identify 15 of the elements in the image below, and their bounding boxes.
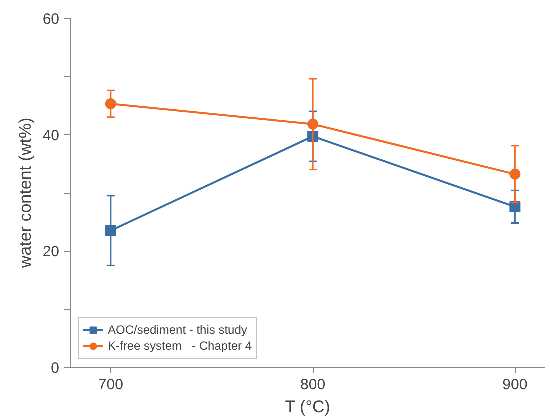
x-tick-label: 800 bbox=[300, 376, 326, 394]
y-tick-label: 60 bbox=[42, 11, 60, 28]
legend-label: AOC/sediment - this study bbox=[108, 322, 248, 338]
x-tick-label: 900 bbox=[502, 376, 528, 394]
y-axis-title: water content (wt%) bbox=[16, 118, 35, 270]
point bbox=[510, 168, 521, 180]
point bbox=[105, 225, 116, 236]
legend-label: K-free system - Chapter 4 bbox=[108, 338, 252, 354]
y-tick-label: 20 bbox=[42, 244, 60, 261]
x-tick-label: 700 bbox=[98, 376, 124, 394]
point bbox=[105, 98, 116, 110]
point bbox=[308, 118, 319, 130]
x-axis-title: T (°C) bbox=[285, 398, 330, 416]
y-tick-label: 40 bbox=[42, 127, 60, 144]
y-tick-label: 0 bbox=[51, 360, 60, 377]
